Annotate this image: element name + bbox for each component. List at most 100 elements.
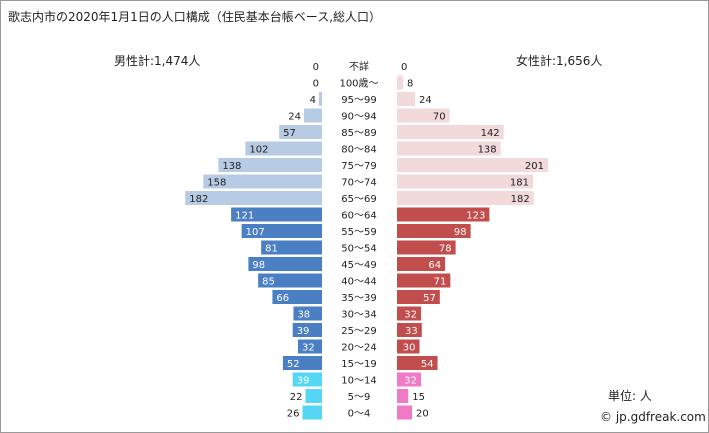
age-label: 5～9 xyxy=(348,392,371,403)
male-value-label: 85 xyxy=(262,277,275,288)
female-bar xyxy=(397,339,420,354)
female-bar xyxy=(397,141,501,156)
female-value-label: 98 xyxy=(454,227,467,238)
female-bar xyxy=(397,306,422,321)
male-value-label: 138 xyxy=(222,161,241,172)
male-value-label: 38 xyxy=(297,310,310,321)
female-bar xyxy=(397,290,440,304)
female-bar xyxy=(397,356,438,370)
male-total-label: 男性計:1,474人 xyxy=(114,54,201,68)
male-value-label: 81 xyxy=(265,244,278,255)
female-bar xyxy=(397,273,451,288)
male-bar xyxy=(258,273,322,288)
male-value-label: 66 xyxy=(276,293,289,304)
age-label: 15～19 xyxy=(341,359,376,370)
male-bar xyxy=(293,306,322,321)
age-label: 不詳 xyxy=(349,60,369,73)
age-label: 85～89 xyxy=(341,128,376,139)
female-bar xyxy=(397,257,446,271)
female-value-label: 57 xyxy=(423,293,436,304)
female-value-label: 24 xyxy=(419,95,432,106)
female-value-label: 70 xyxy=(433,112,446,123)
female-value-label: 15 xyxy=(412,392,425,403)
male-value-label: 0 xyxy=(313,62,319,73)
age-label: 95～99 xyxy=(341,95,376,106)
male-value-label: 4 xyxy=(310,95,316,106)
female-value-label: 0 xyxy=(401,62,407,73)
female-bar xyxy=(397,389,409,403)
male-bar xyxy=(279,125,322,139)
age-label: 45～49 xyxy=(341,260,376,271)
female-value-label: 123 xyxy=(466,211,485,222)
age-label: 65～69 xyxy=(341,194,376,205)
age-label: 0～4 xyxy=(348,409,371,420)
male-value-label: 32 xyxy=(302,343,315,354)
female-bar xyxy=(397,158,548,172)
age-label: 50～54 xyxy=(341,244,376,255)
female-value-label: 142 xyxy=(481,128,500,139)
male-bar xyxy=(297,339,322,354)
female-bar xyxy=(397,108,450,123)
female-bar xyxy=(397,372,422,387)
age-label: 20～24 xyxy=(341,343,376,354)
male-value-label: 57 xyxy=(283,128,296,139)
male-bar xyxy=(282,356,322,370)
chart-title: 歌志内市の2020年1月1日の人口構成（住民基本台帳ベース,総人口） xyxy=(8,10,382,24)
age-label: 80～84 xyxy=(341,145,376,156)
female-value-label: 8 xyxy=(407,79,413,90)
male-value-label: 24 xyxy=(288,112,301,123)
female-value-label: 201 xyxy=(525,161,544,172)
age-label: 10～14 xyxy=(341,376,376,387)
female-value-label: 181 xyxy=(510,178,529,189)
male-bar xyxy=(292,372,322,387)
male-bar xyxy=(245,141,322,156)
age-label: 35～39 xyxy=(341,293,376,304)
male-bar xyxy=(303,108,322,123)
male-bar xyxy=(305,389,322,403)
unit-label: 単位: 人 xyxy=(608,389,652,403)
female-value-label: 64 xyxy=(428,260,441,271)
female-value-label: 32 xyxy=(404,310,417,321)
female-value-label: 32 xyxy=(404,376,417,387)
female-bar xyxy=(397,191,534,205)
age-label: 70～74 xyxy=(341,178,376,189)
male-value-label: 182 xyxy=(189,194,208,205)
credit-text: © jp.gdfreak.com xyxy=(600,410,706,424)
male-bar xyxy=(203,174,322,189)
male-bar xyxy=(185,191,322,205)
male-bar xyxy=(261,240,322,255)
age-label: 25～29 xyxy=(341,326,376,337)
male-value-label: 102 xyxy=(249,145,268,156)
female-value-label: 54 xyxy=(421,359,434,370)
male-bar xyxy=(318,92,322,106)
female-value-label: 182 xyxy=(511,194,530,205)
male-bar xyxy=(248,257,322,271)
age-label: 100歳～ xyxy=(339,78,378,90)
age-label: 30～34 xyxy=(341,310,376,321)
age-label: 60～64 xyxy=(341,211,376,222)
female-bar xyxy=(397,323,422,337)
female-bar xyxy=(397,174,533,189)
female-bar xyxy=(397,405,413,420)
female-total-label: 女性計:1,656人 xyxy=(516,54,603,68)
female-value-label: 20 xyxy=(416,409,429,420)
male-value-label: 39 xyxy=(297,326,310,337)
age-label: 75～79 xyxy=(341,161,376,172)
male-value-label: 158 xyxy=(207,178,226,189)
male-bar xyxy=(272,290,322,304)
male-value-label: 22 xyxy=(290,392,303,403)
male-value-label: 121 xyxy=(235,211,254,222)
male-value-label: 98 xyxy=(252,260,265,271)
male-bar xyxy=(241,224,322,238)
female-value-label: 30 xyxy=(403,343,416,354)
age-label: 40～44 xyxy=(341,277,376,288)
female-bar xyxy=(397,207,490,222)
age-label: 90～94 xyxy=(341,112,376,123)
female-bar xyxy=(397,75,404,90)
age-label: 55～59 xyxy=(341,227,376,238)
male-value-label: 26 xyxy=(287,409,300,420)
female-value-label: 33 xyxy=(405,326,418,337)
male-value-label: 39 xyxy=(297,376,310,387)
female-bar xyxy=(397,240,456,255)
